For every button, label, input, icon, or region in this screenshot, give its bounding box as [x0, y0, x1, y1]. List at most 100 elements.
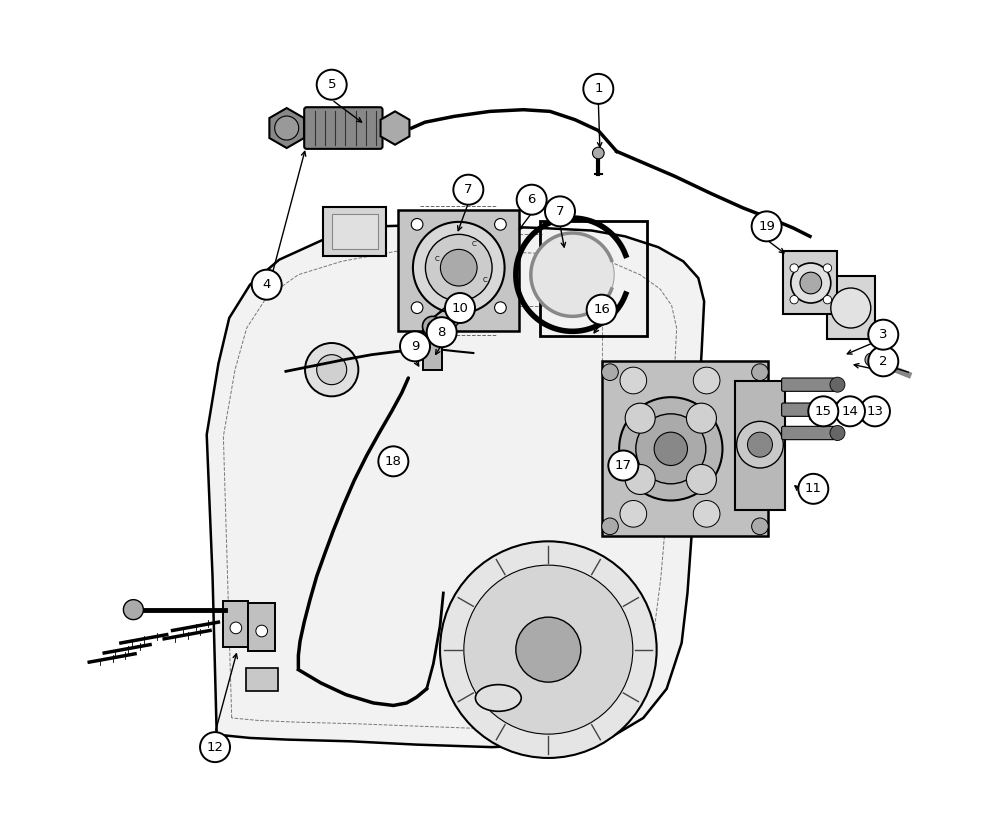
Text: 7: 7 [556, 205, 564, 218]
Text: 3: 3 [879, 329, 888, 341]
Text: C: C [483, 278, 488, 283]
Circle shape [256, 625, 268, 637]
Circle shape [453, 175, 483, 205]
FancyBboxPatch shape [248, 603, 275, 651]
Circle shape [871, 410, 879, 418]
Circle shape [440, 542, 657, 758]
Text: 4: 4 [263, 278, 271, 291]
FancyBboxPatch shape [304, 107, 383, 149]
Circle shape [464, 565, 633, 734]
Circle shape [378, 446, 408, 477]
Circle shape [445, 293, 475, 323]
Circle shape [200, 732, 230, 762]
Circle shape [686, 465, 716, 494]
Text: 9: 9 [411, 340, 419, 353]
Circle shape [625, 403, 655, 433]
Circle shape [830, 426, 845, 441]
FancyBboxPatch shape [423, 329, 442, 370]
Text: 15: 15 [815, 405, 832, 418]
Circle shape [583, 74, 613, 104]
Text: 1: 1 [594, 83, 603, 95]
Circle shape [860, 396, 890, 426]
FancyBboxPatch shape [783, 252, 837, 314]
Text: C: C [471, 242, 476, 247]
Circle shape [693, 367, 720, 394]
Circle shape [791, 263, 831, 303]
Circle shape [868, 346, 898, 376]
Circle shape [123, 599, 143, 619]
FancyBboxPatch shape [398, 210, 519, 330]
Circle shape [625, 465, 655, 494]
Circle shape [275, 116, 299, 140]
Circle shape [252, 270, 282, 299]
Circle shape [830, 377, 845, 392]
Text: C: C [450, 296, 454, 303]
Text: 8: 8 [437, 326, 446, 339]
Circle shape [619, 397, 722, 501]
Circle shape [823, 264, 832, 273]
Circle shape [317, 69, 347, 99]
Circle shape [800, 273, 822, 293]
Circle shape [654, 432, 687, 466]
Circle shape [531, 233, 614, 316]
Circle shape [837, 407, 846, 415]
Circle shape [495, 302, 506, 314]
Text: 13: 13 [866, 405, 883, 418]
FancyBboxPatch shape [782, 378, 835, 391]
Circle shape [230, 622, 242, 634]
FancyBboxPatch shape [782, 426, 835, 440]
Text: 19: 19 [758, 220, 775, 233]
Circle shape [868, 319, 898, 349]
Circle shape [854, 409, 862, 417]
Text: 6: 6 [527, 193, 536, 206]
Circle shape [865, 353, 878, 366]
Circle shape [752, 518, 768, 535]
Circle shape [411, 218, 423, 230]
Circle shape [835, 396, 865, 426]
Circle shape [830, 402, 845, 417]
Text: 17: 17 [615, 459, 632, 472]
FancyBboxPatch shape [223, 601, 248, 647]
Text: C: C [435, 257, 439, 263]
Circle shape [747, 432, 772, 457]
Circle shape [517, 185, 547, 215]
Text: 12: 12 [207, 741, 224, 753]
Circle shape [686, 403, 716, 433]
FancyBboxPatch shape [246, 668, 278, 691]
Polygon shape [269, 108, 304, 148]
Circle shape [400, 331, 430, 361]
Circle shape [423, 316, 443, 336]
Circle shape [427, 317, 457, 347]
Circle shape [823, 295, 832, 303]
Circle shape [592, 147, 604, 159]
Circle shape [516, 617, 581, 682]
Circle shape [752, 212, 782, 242]
Ellipse shape [475, 685, 521, 711]
Circle shape [831, 288, 871, 328]
Circle shape [846, 408, 854, 416]
Polygon shape [207, 225, 704, 747]
Circle shape [620, 367, 647, 394]
Circle shape [495, 218, 506, 230]
Circle shape [587, 294, 617, 324]
Text: 14: 14 [842, 405, 858, 418]
Text: 11: 11 [805, 482, 822, 495]
Circle shape [862, 409, 871, 417]
Circle shape [425, 234, 492, 301]
Text: 18: 18 [385, 455, 402, 468]
FancyBboxPatch shape [332, 214, 378, 249]
Circle shape [737, 421, 783, 468]
Circle shape [317, 354, 347, 385]
Circle shape [545, 196, 575, 227]
Circle shape [411, 302, 423, 314]
Circle shape [440, 249, 477, 286]
FancyBboxPatch shape [827, 277, 875, 339]
Text: 2: 2 [879, 354, 888, 368]
Circle shape [790, 295, 798, 303]
FancyBboxPatch shape [602, 361, 768, 537]
Circle shape [752, 364, 768, 380]
Circle shape [693, 501, 720, 528]
FancyBboxPatch shape [323, 207, 386, 256]
Circle shape [305, 343, 358, 396]
Circle shape [798, 474, 828, 504]
